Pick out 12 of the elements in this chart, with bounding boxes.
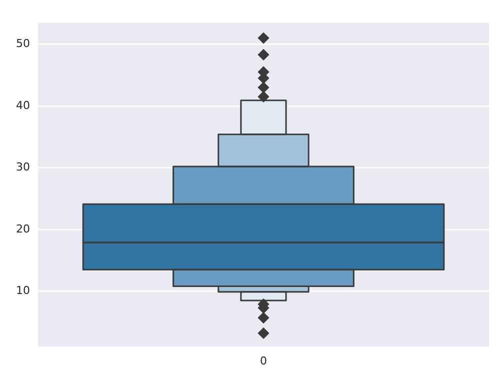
y-tick-label: 50 <box>16 37 30 50</box>
point <box>258 49 269 60</box>
point <box>258 32 269 44</box>
y-tick-label: 10 <box>16 284 30 298</box>
y-tick-label: 20 <box>16 222 30 236</box>
x-tick-label: 0 <box>260 354 267 368</box>
point <box>258 91 269 102</box>
point <box>258 82 269 93</box>
point <box>258 312 269 324</box>
point <box>258 328 269 339</box>
y-tick-label: 30 <box>16 160 30 174</box>
y-tick-label: 40 <box>16 98 30 112</box>
